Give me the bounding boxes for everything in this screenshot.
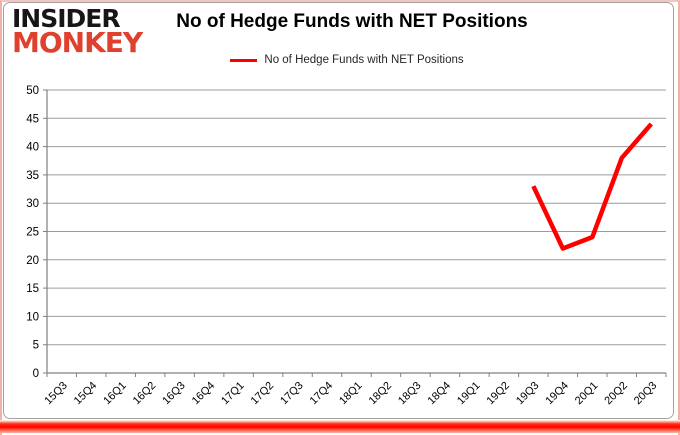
- x-tick-label: 17Q4: [308, 380, 336, 408]
- x-tick-label: 17Q2: [249, 380, 277, 408]
- x-tick-label: 19Q3: [514, 380, 542, 408]
- y-tick-label: 0: [33, 368, 39, 380]
- legend-line-marker-icon: [230, 58, 258, 62]
- x-tick-label: 18Q1: [337, 380, 365, 408]
- x-tick-label: 18Q2: [367, 380, 395, 408]
- x-tick-label: 17Q1: [219, 380, 247, 408]
- x-tick-label: 19Q1: [455, 380, 483, 408]
- x-tick-label: 20Q1: [573, 380, 601, 408]
- x-tick-label: 20Q2: [602, 380, 630, 408]
- legend-label: No of Hedge Funds with NET Positions: [264, 54, 464, 66]
- x-tick-label: 18Q3: [396, 380, 424, 408]
- bottom-red-bar: [0, 420, 680, 433]
- x-tick-label: 16Q4: [190, 380, 218, 408]
- x-tick-label: 19Q4: [543, 380, 571, 408]
- y-tick-label: 40: [26, 142, 39, 154]
- y-tick-label: 25: [26, 227, 39, 239]
- y-tick-label: 5: [33, 340, 39, 352]
- y-tick-label: 15: [26, 283, 39, 295]
- x-tick-label: 16Q1: [101, 380, 129, 408]
- series-line: [531, 122, 653, 251]
- x-tick-label: 15Q3: [42, 380, 70, 408]
- x-tick-label: 18Q4: [426, 380, 454, 408]
- insider-monkey-logo: INSIDER MONKEY: [12, 4, 143, 60]
- x-tick-label: 16Q3: [160, 380, 188, 408]
- chart-legend: No of Hedge Funds with NET Positions: [120, 54, 574, 66]
- y-tick-label: 45: [26, 113, 39, 125]
- logo-line1: INSIDER: [12, 4, 121, 33]
- y-tick-label: 35: [26, 170, 39, 182]
- x-tick-label: 20Q3: [632, 380, 660, 408]
- logo-line2: MONKEY: [12, 26, 143, 60]
- chart-title: No of Hedge Funds with NET Positions: [176, 11, 528, 32]
- y-tick-label: 20: [26, 255, 39, 267]
- x-tick-label: 19Q2: [484, 380, 512, 408]
- x-tick-label: 17Q3: [278, 380, 306, 408]
- x-tick-label: 16Q2: [131, 380, 159, 408]
- y-tick-label: 50: [26, 85, 39, 97]
- y-tick-label: 10: [26, 311, 39, 323]
- y-tick-label: 30: [26, 198, 39, 210]
- x-tick-label: 15Q4: [72, 380, 100, 408]
- chart-frame-border: [3, 2, 674, 419]
